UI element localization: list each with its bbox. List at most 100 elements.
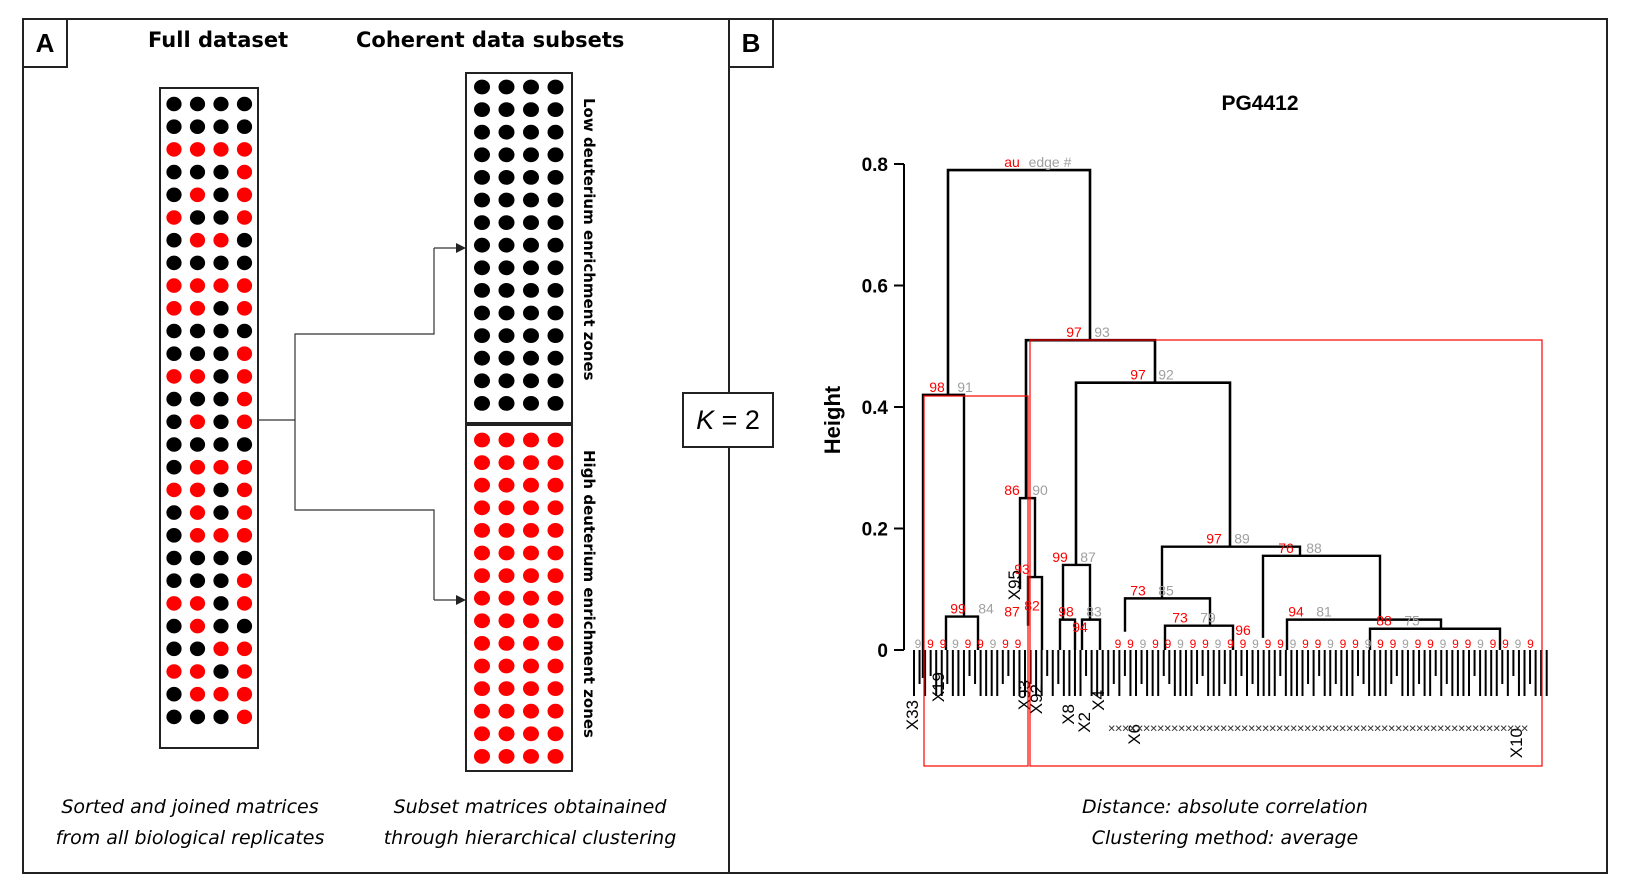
au-value-small: 9 — [1252, 637, 1259, 651]
leaf-label-dense: × — [1426, 724, 1441, 732]
leaf-label-dense: × — [1195, 724, 1210, 732]
au-value-small: 9 — [1377, 637, 1384, 651]
au-value-small: 9 — [1265, 637, 1272, 651]
subset-dot-high — [523, 590, 539, 606]
arrow-head-high — [456, 595, 466, 605]
left-caption-line-2: from all biological replicates — [55, 827, 325, 849]
au-value-small: 9 — [1215, 637, 1222, 651]
au-value: 88 — [1376, 613, 1392, 629]
matrix-dot — [213, 482, 229, 498]
leaf-label-dense: × — [1216, 724, 1231, 732]
au-value: 73 — [1172, 610, 1188, 626]
matrix-dot — [166, 528, 182, 543]
matrix-dot — [236, 187, 253, 203]
matrix-dot — [213, 369, 229, 384]
matrix-dot — [166, 142, 182, 157]
leaf-label-dense: × — [1370, 724, 1385, 732]
leaf-label-dense: × — [1461, 724, 1476, 732]
subset-dot-low — [547, 305, 564, 321]
subset-dot-high — [474, 658, 490, 674]
matrix-dot — [166, 414, 182, 430]
au-value-small: 9 — [1490, 637, 1497, 651]
subset-dot-low — [523, 147, 539, 163]
au-value: 97 — [1130, 367, 1146, 383]
subset-dot-low — [523, 79, 539, 95]
matrix-dot — [189, 437, 206, 452]
subset-dot-high — [498, 432, 515, 448]
au-value-small: 9 — [990, 637, 997, 651]
matrix-dot — [213, 142, 229, 157]
leaf-label-dense: × — [1517, 724, 1532, 732]
matrix-dot — [189, 232, 206, 248]
matrix-dot — [213, 618, 229, 634]
au-value-small: 9 — [1290, 637, 1297, 651]
matrix-dot — [213, 96, 229, 112]
matrix-dot — [166, 187, 182, 203]
subset-dot-low — [474, 170, 490, 185]
au-value-small: 9 — [1015, 637, 1022, 651]
matrix-dot — [213, 459, 229, 475]
high-subset-dots — [474, 432, 564, 764]
au-value-small: 9 — [1002, 637, 1009, 651]
au-value-small: 9 — [1390, 637, 1397, 651]
leaf-label-dense: × — [1286, 724, 1301, 732]
subset-dot-high — [547, 681, 564, 696]
au-value-small: 9 — [1402, 637, 1409, 651]
leaf-label-dense: × — [1188, 724, 1203, 732]
au-value: 98 — [929, 379, 945, 395]
subset-dot-high — [523, 500, 539, 516]
subset-dot-high — [523, 658, 539, 674]
subset-dot-low — [498, 350, 515, 366]
subset-dot-low — [547, 192, 564, 208]
subset-dot-high — [474, 590, 490, 606]
subset-dot-low — [523, 350, 539, 366]
matrix-dot — [213, 164, 229, 180]
au-value-small: 9 — [1477, 637, 1484, 651]
au-value-small: 9 — [940, 637, 947, 651]
subset-dot-low — [474, 192, 490, 208]
y-tick-label: 0 — [877, 641, 888, 662]
leaf-label-dense: × — [1349, 724, 1364, 732]
subset-dot-low — [498, 283, 515, 298]
subset-dot-low — [498, 328, 515, 343]
matrix-dot — [236, 618, 253, 634]
subset-dot-high — [474, 477, 490, 493]
leaf-label: X10 — [1507, 728, 1526, 758]
panel-b-tag: B — [728, 18, 774, 68]
high-subset-box — [465, 424, 573, 772]
matrix-dot — [213, 596, 229, 611]
subset-dot-high — [474, 500, 490, 516]
subset-dot-low — [547, 350, 564, 366]
matrix-dot — [189, 301, 206, 316]
leaf-label-dense: × — [1265, 724, 1280, 732]
subset-dot-high — [474, 703, 490, 719]
subset-dot-high — [523, 477, 539, 493]
subset-dot-low — [547, 79, 564, 95]
matrix-dot — [189, 573, 206, 588]
leaf-label-dense: × — [1321, 724, 1336, 732]
edge-value: 75 — [1404, 613, 1420, 629]
leaf-label-dense: × — [1272, 724, 1287, 732]
au-value-small: 9 — [1140, 637, 1147, 651]
subset-dot-high — [498, 658, 515, 674]
y-tick-label: 0.8 — [862, 155, 888, 176]
leaf-label-dense: × — [1482, 724, 1497, 732]
au-value-small: 9 — [1302, 637, 1309, 651]
matrix-dot — [166, 505, 182, 520]
matrix-dot — [213, 664, 229, 679]
subset-dot-low — [523, 237, 539, 253]
matrix-dot — [213, 301, 229, 316]
au-value-small: 9 — [1190, 637, 1197, 651]
au-value-small: 9 — [1315, 637, 1322, 651]
subset-dot-low — [498, 260, 515, 276]
leaf-label-dense: × — [1454, 724, 1469, 732]
dendrogram-branch — [1285, 618, 1443, 650]
dendrogram-branch — [1160, 545, 1302, 599]
au-value-small: 9 — [1152, 637, 1159, 651]
leaf-label-dense: × — [1139, 724, 1154, 732]
au-value-small: 9 — [965, 637, 972, 651]
y-tick-label: 0.4 — [862, 398, 889, 419]
k-equals-two: = 2 — [714, 404, 760, 435]
subset-dot-high — [498, 726, 515, 742]
